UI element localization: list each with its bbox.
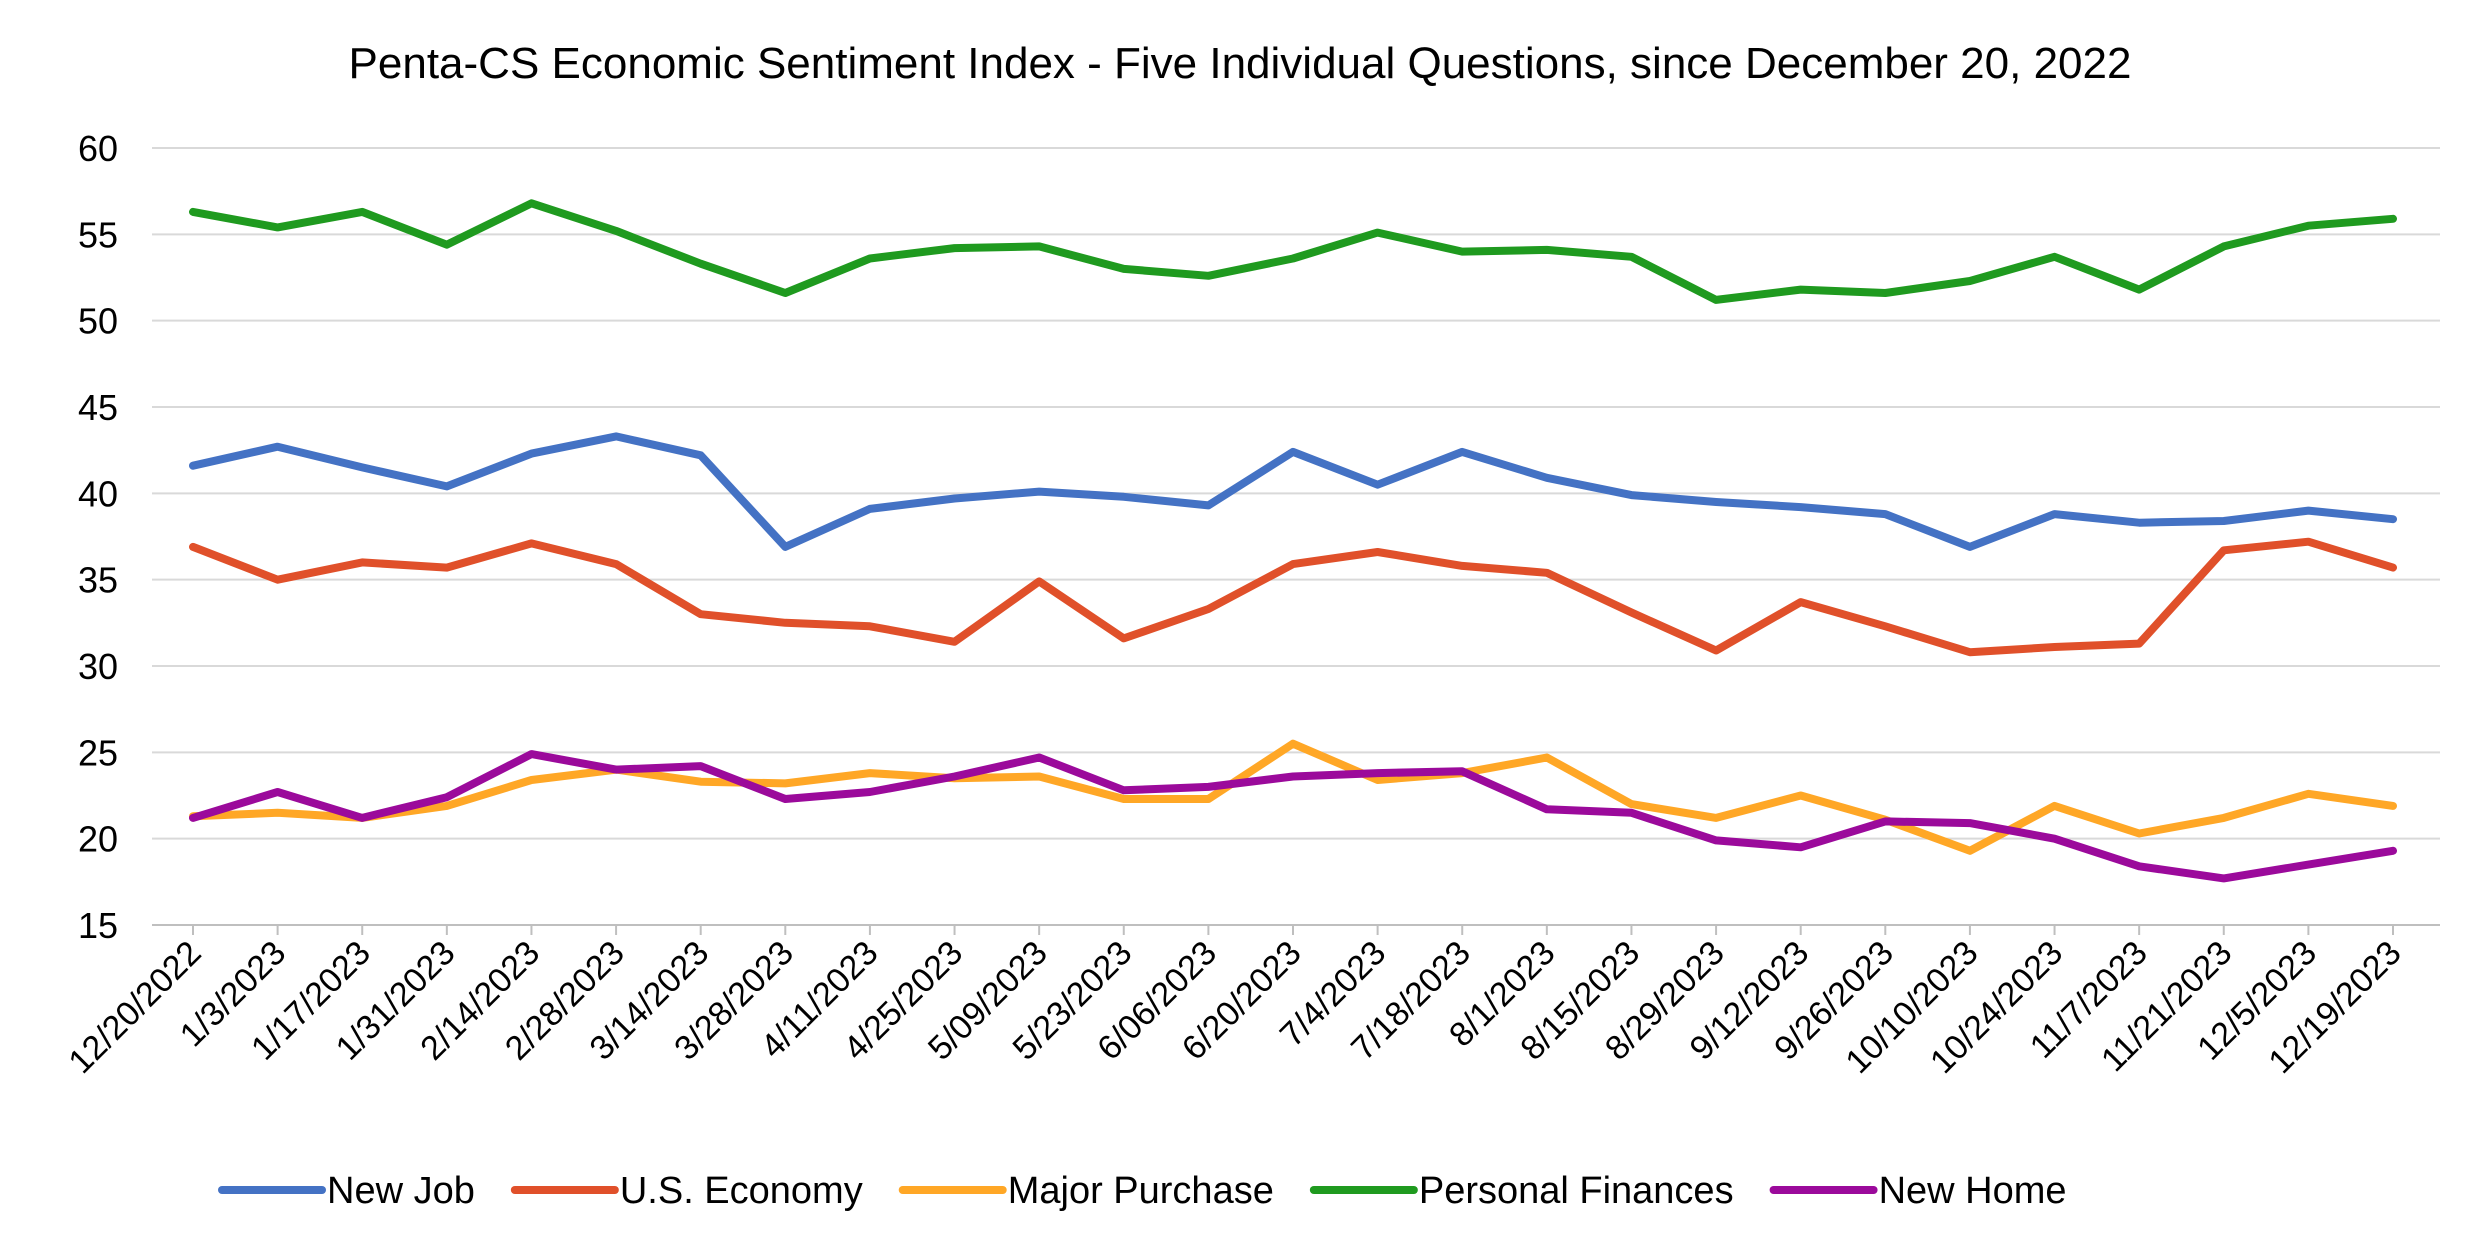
y-axis-ticks: 15 20 25 30 35 40 45 50 55 60 (78, 128, 118, 946)
x-tick-label: 12/20/2022 (61, 934, 208, 1081)
chart-title: Penta-CS Economic Sentiment Index - Five… (349, 39, 2132, 88)
legend-item: U.S. Economy (510, 1170, 863, 1212)
legend-label: New Job (327, 1170, 475, 1212)
series-lines (189, 199, 2397, 883)
y-tick-label: 40 (78, 473, 118, 514)
series-line-u-s-economy (189, 537, 2397, 657)
y-tick-label: 45 (78, 387, 118, 428)
y-tick-label: 30 (78, 646, 118, 687)
legend-label: New Home (1879, 1170, 2067, 1212)
y-tick-label: 35 (78, 560, 118, 601)
series-line-personal-finances (189, 199, 2397, 304)
series-line-major-purchase (189, 739, 2397, 855)
legend-label: Major Purchase (1008, 1170, 1274, 1212)
legend-label: U.S. Economy (620, 1170, 863, 1212)
y-tick-label: 60 (78, 128, 118, 169)
legend-item: Personal Finances (1309, 1170, 1734, 1212)
y-tick-label: 55 (78, 214, 118, 255)
x-axis-ticks: 12/20/20221/3/20231/17/20231/31/20232/14… (61, 925, 2409, 1081)
y-tick-label: 20 (78, 819, 118, 860)
y-tick-label: 15 (78, 905, 118, 946)
series-line-new-home (189, 750, 2397, 883)
legend-item: Major Purchase (898, 1170, 1274, 1212)
legend-item: New Job (218, 1170, 475, 1212)
legend: New Job U.S. Economy Major Purchase Persona… (218, 1170, 2067, 1212)
legend-item: New Home (1769, 1170, 2067, 1212)
gridlines (152, 147, 2440, 926)
legend-label: Personal Finances (1419, 1170, 1734, 1212)
y-tick-label: 50 (78, 301, 118, 342)
y-tick-label: 25 (78, 732, 118, 773)
series-line-new-job (189, 432, 2397, 551)
